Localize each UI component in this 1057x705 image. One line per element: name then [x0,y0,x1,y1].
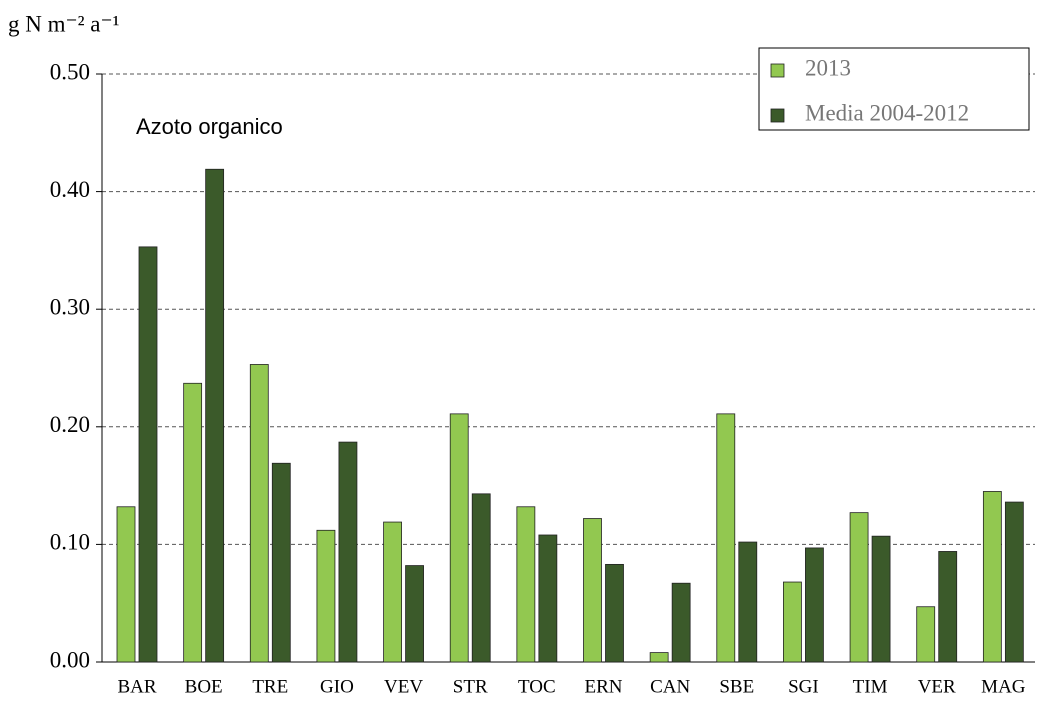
annotation: Azoto organico [136,114,283,139]
x-tick-label: TRE [252,676,288,697]
x-tick-label: GIO [320,676,354,697]
y-tick-label: 0.30 [50,294,90,319]
legend: 2013 Media 2004-2012 [758,47,1030,131]
y-tick-label: 0.40 [50,177,90,202]
x-tick-label: MAG [981,676,1026,697]
bar [982,491,1002,663]
y-tick-label: 0.00 [50,647,90,672]
bar [338,441,358,663]
bar [783,581,802,663]
x-tick-label: ERN [585,676,623,697]
bar [716,413,736,663]
x-tick-label: VEV [384,676,423,697]
bar [805,547,824,663]
bar [116,506,136,663]
legend-label: 2013 [805,55,851,80]
bar [849,512,869,663]
bar [871,535,891,663]
y-tick-label: 0.50 [50,59,90,84]
bar [538,534,558,663]
x-tick-label: STR [453,676,488,697]
bar [383,521,402,663]
bar [671,582,691,663]
x-tick-label: SGI [788,676,819,697]
x-tick-label: BOE [185,676,223,697]
legend-swatch [770,108,785,123]
bar [605,563,624,663]
bar [138,246,158,663]
bar [183,382,203,663]
x-tick-label: SBE [719,676,754,697]
bar [649,652,669,663]
bar [205,168,225,663]
bar [938,551,958,663]
y-axis-label: g N m⁻² a⁻¹ [8,11,120,36]
bar [405,565,424,663]
bar [1004,501,1024,663]
y-tick-label: 0.10 [50,530,90,555]
x-tick-label: VER [918,676,956,697]
x-tick-label: BAR [117,676,156,697]
x-tick-label: CAN [650,676,690,697]
bar [583,518,602,663]
bar [316,529,336,663]
bar [516,506,536,663]
bar [449,413,469,663]
legend-box [758,47,1030,131]
bar [916,606,936,663]
bar [738,541,758,663]
legend-swatch [770,63,785,78]
x-tick-label: TIM [853,676,888,697]
bar [471,493,491,663]
x-tick-label: TOC [518,676,556,697]
y-tick-label: 0.20 [50,412,90,437]
bar [271,462,291,663]
legend-label: Media 2004-2012 [805,100,969,125]
bar [249,364,269,663]
